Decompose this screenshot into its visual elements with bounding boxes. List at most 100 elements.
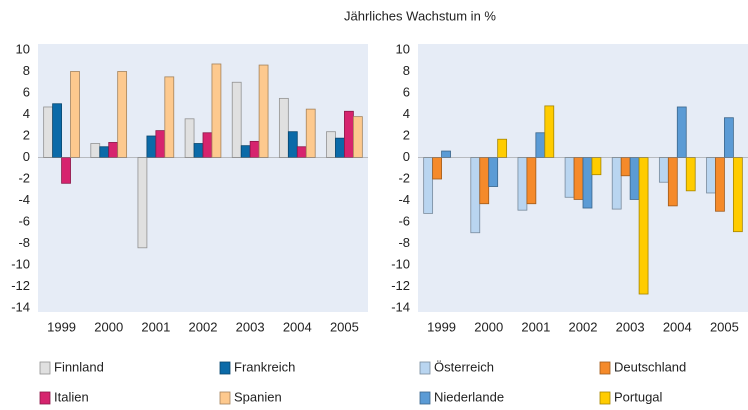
legend-swatch (599, 361, 611, 375)
bar (202, 132, 213, 158)
bar (99, 146, 110, 158)
bar (732, 157, 743, 233)
bar (441, 150, 451, 158)
legend-label: Finnland (54, 359, 104, 374)
x-tick-label: 1999 (427, 319, 456, 334)
bar (52, 103, 62, 158)
legend-label: Niederlande (434, 389, 504, 404)
bar (43, 106, 54, 158)
x-tick-label: 2004 (283, 319, 312, 334)
bar (184, 118, 195, 158)
legend-label: Portugal (614, 389, 663, 404)
bar (352, 116, 363, 158)
y-tick-label: -4 (18, 192, 30, 207)
bar (305, 108, 316, 158)
bar (258, 64, 269, 158)
legend-swatch (39, 361, 51, 375)
y-tick-label: 0 (403, 149, 410, 164)
bar (155, 130, 166, 158)
bar (146, 135, 157, 158)
bar (423, 157, 434, 214)
y-tick-label: 0 (23, 149, 30, 164)
x-tick-label: 2005 (710, 319, 739, 334)
plot-background (38, 44, 368, 312)
y-tick-label: 10 (16, 41, 30, 56)
y-tick-label: -4 (398, 192, 410, 207)
x-tick-label: 2003 (616, 319, 645, 334)
bar (117, 71, 128, 158)
bar (326, 131, 336, 158)
bar (193, 143, 204, 158)
y-tick-label: 4 (23, 106, 30, 121)
bar (70, 71, 80, 158)
bar (488, 157, 499, 187)
bar (526, 157, 537, 205)
x-tick-label: 2001 (141, 319, 170, 334)
x-tick-label: 1999 (47, 319, 76, 334)
bar (544, 105, 555, 158)
bar (611, 157, 622, 210)
bar (497, 138, 508, 158)
bar (344, 110, 354, 158)
legend-swatch (39, 391, 51, 405)
x-tick-label: 2000 (474, 319, 503, 334)
y-tick-label: 4 (403, 106, 410, 121)
legend-label: Frankreich (234, 359, 295, 374)
legend-swatch (219, 361, 231, 375)
bar (517, 157, 528, 211)
bar (335, 137, 345, 158)
bar (137, 157, 148, 249)
y-tick-label: -8 (18, 235, 30, 250)
bar (287, 131, 298, 158)
bar (706, 157, 716, 194)
legend-swatch (419, 391, 431, 405)
y-tick-label: -2 (398, 170, 410, 185)
legend-label: Italien (54, 389, 89, 404)
bar (278, 97, 289, 158)
y-tick-label: -14 (11, 299, 30, 314)
bar (90, 143, 101, 158)
legend-label: Deutschland (614, 359, 686, 374)
bar (676, 106, 687, 158)
y-tick-label: 2 (23, 127, 30, 142)
y-tick-label: 8 (23, 63, 30, 78)
y-tick-label: -2 (18, 170, 30, 185)
y-tick-label: -12 (391, 278, 410, 293)
bar (685, 157, 696, 192)
bar (535, 132, 546, 158)
y-tick-label: -12 (11, 278, 30, 293)
bar (724, 117, 734, 158)
legend-swatch (599, 391, 611, 405)
y-tick-label: 2 (403, 127, 410, 142)
y-tick-label: 6 (23, 84, 30, 99)
y-tick-label: 10 (396, 41, 410, 56)
bar (591, 157, 602, 176)
bar (479, 157, 490, 205)
bar (231, 81, 242, 158)
y-tick-label: -10 (391, 256, 410, 271)
x-tick-label: 2003 (236, 319, 265, 334)
y-tick-label: -6 (398, 213, 410, 228)
bar (164, 76, 175, 158)
legend-label: Österreich (434, 359, 494, 374)
x-tick-label: 2005 (330, 319, 359, 334)
y-tick-label: 8 (403, 63, 410, 78)
bar (582, 157, 593, 209)
x-tick-label: 2002 (189, 319, 218, 334)
bar (658, 157, 669, 183)
bar (667, 157, 678, 207)
x-tick-label: 2004 (663, 319, 692, 334)
bar (620, 157, 631, 177)
bar (629, 157, 640, 200)
bar (249, 140, 260, 158)
y-tick-label: -10 (11, 256, 30, 271)
bar (61, 157, 71, 184)
bar (638, 157, 649, 295)
legend-swatch (219, 391, 231, 405)
bar (573, 157, 584, 200)
bar (240, 145, 251, 158)
x-tick-label: 2000 (94, 319, 123, 334)
legend-label: Spanien (234, 389, 282, 404)
bar (432, 157, 442, 180)
